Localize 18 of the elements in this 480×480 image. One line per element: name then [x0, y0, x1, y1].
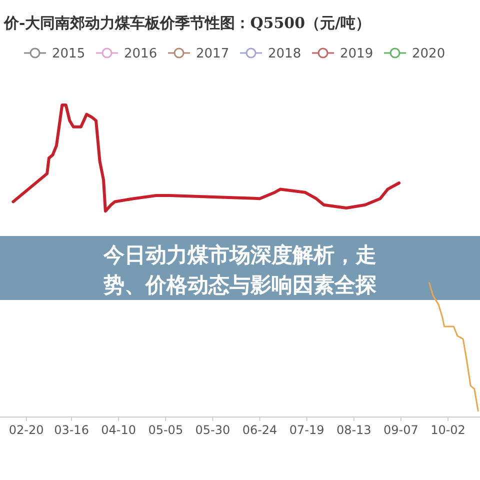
- x-tick-label: 10-02: [430, 423, 466, 437]
- x-tick-label: 09-07: [384, 423, 418, 437]
- x-tick-label: 02-20: [8, 423, 44, 437]
- legend-label: 2018: [268, 46, 302, 62]
- legend-label: 2019: [340, 46, 374, 62]
- x-tick-label: 06-24: [242, 423, 278, 437]
- x-tick-label: 07-19: [289, 423, 324, 437]
- chart-title: 价-大同南郊动力煤车板价季节性图：Q5500（元/吨）: [3, 14, 371, 32]
- legend-label: 2016: [124, 46, 158, 62]
- annotation: 今日动力煤市场深度解析，走势、价格动态与影响因素全探: [102, 243, 376, 297]
- legend-label: 2020: [412, 46, 446, 62]
- x-tick-label: 05-30: [195, 423, 230, 437]
- x-tick-label: 08-13: [336, 423, 372, 437]
- legend-label: 2017: [196, 46, 230, 62]
- x-tick-label: 05-05: [148, 423, 184, 437]
- x-tick-label: 04-10: [101, 423, 136, 437]
- x-tick-label: 03-16: [54, 423, 89, 437]
- legend-label: 2015: [52, 46, 86, 62]
